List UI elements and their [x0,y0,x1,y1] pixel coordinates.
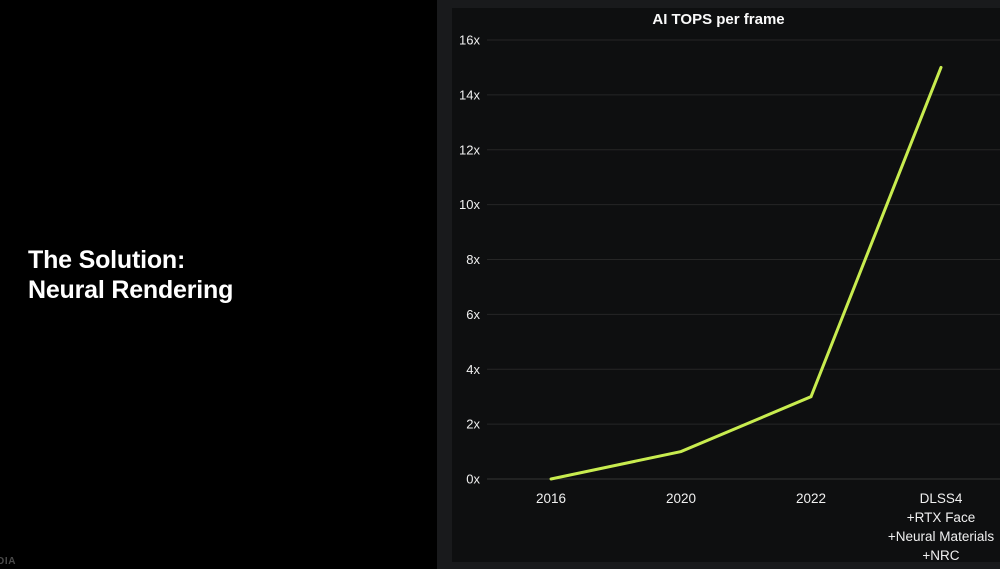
y-tick-label: 14x [459,87,480,102]
y-tick-label: 12x [459,142,480,157]
chart-region: 0x 2x 4x 6x 8x 10x 12x 14x 16x 2016 2020 2022 DLSS4 +… [437,0,1000,569]
y-tick-label: 8x [466,252,480,267]
y-tick-label: 10x [459,197,480,212]
y-tick-label: 6x [466,307,480,322]
ai-tops-line-series [549,65,943,481]
x-tick-label: +Neural Materials [888,529,994,544]
slide-title-line-2: Neural Rendering [28,276,234,304]
chart-title: AI TOPS per frame [652,11,785,28]
slide-title: The Solution: Neural Rendering [28,245,233,305]
line-chart: 0x 2x 4x 6x 8x 10x 12x 14x 16x 2016 2020 2022 DLSS4 +… [459,33,1000,562]
x-tick-label: 2016 [536,491,566,506]
y-tick-label: 16x [459,33,480,48]
x-tick-label: DLSS4 [920,491,963,506]
y-tick-label: 0x [466,472,480,487]
chart-panel: 0x 2x 4x 6x 8x 10x 12x 14x 16x 2016 2020 2022 DLSS4 +… [452,8,1000,562]
x-tick-label: 2020 [666,491,696,506]
nvidia-logo-partial: DIA [0,556,17,567]
left-panel: The Solution: Neural Rendering DIA [0,0,437,569]
x-tick-label: +NRC [922,548,959,562]
slide-title-line-1: The Solution: [28,246,186,274]
x-tick-label: 2022 [796,491,826,506]
y-tick-label: 4x [466,362,480,377]
x-tick-label: +RTX Face [907,510,975,525]
y-tick-label: 2x [466,417,480,432]
